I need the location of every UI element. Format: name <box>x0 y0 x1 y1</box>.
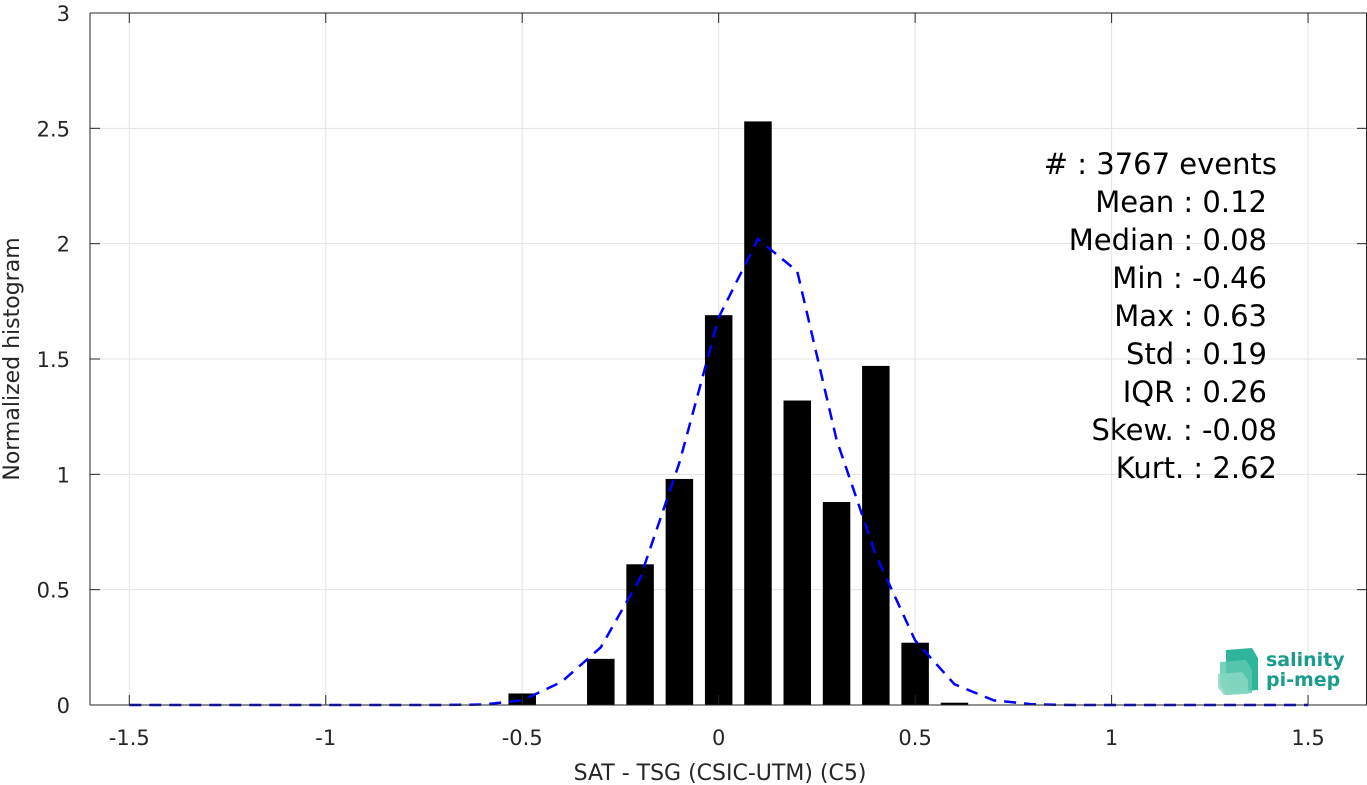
stats-min: Min : -0.46 <box>1112 261 1267 295</box>
histogram-bar <box>626 564 654 705</box>
salinity-pi-mep-logo: salinity pi-mep <box>1218 648 1345 695</box>
x-tick-label: 0.5 <box>898 726 931 750</box>
stats-box: # : 3767 events Mean : 0.12 Median : 0.0… <box>1044 147 1277 485</box>
stats-iqr: IQR : 0.26 <box>1123 375 1267 409</box>
histogram-bar <box>783 400 812 705</box>
stats-max: Max : 0.63 <box>1114 299 1267 333</box>
stats-skew: Skew. : -0.08 <box>1091 413 1277 447</box>
logo-line-2: pi-mep <box>1266 669 1340 691</box>
y-tick-label: 2 <box>57 233 70 257</box>
x-tick-label: -0.5 <box>502 726 543 750</box>
histogram-bar <box>940 702 969 705</box>
histogram-bar <box>822 502 851 705</box>
y-tick-label: 0 <box>57 694 70 718</box>
stats-kurt: Kurt. : 2.62 <box>1116 451 1277 485</box>
y-tick-label: 3 <box>57 2 70 26</box>
y-tick-label: 1.5 <box>37 348 70 372</box>
histogram-bar <box>704 315 733 705</box>
x-tick-label: 0 <box>712 726 725 750</box>
y-tick-label: 0.5 <box>37 579 70 603</box>
x-tick-label: 1 <box>1105 726 1118 750</box>
x-tick-label: -1.5 <box>109 726 150 750</box>
histogram-bar <box>665 478 694 705</box>
histogram-bar <box>744 121 772 705</box>
y-tick-label: 2.5 <box>37 117 70 141</box>
histogram-bar <box>901 642 929 705</box>
histogram-bar <box>587 658 615 705</box>
y-axis-title: Normalized histogram <box>0 237 25 480</box>
x-tick-label: -1 <box>315 726 336 750</box>
stats-mean: Mean : 0.12 <box>1095 185 1267 219</box>
stats-median: Median : 0.08 <box>1069 223 1267 257</box>
tick-labels: -1.5 -1 -0.5 0 0.5 1 1.5 0 0.5 1 1.5 2 2.5 3 <box>37 2 1325 750</box>
histogram-bar <box>862 365 890 705</box>
stats-events: # : 3767 events <box>1044 147 1277 181</box>
x-axis-title: SAT - TSG (CSIC-UTM) (C5) <box>574 761 867 785</box>
x-tick-label: 1.5 <box>1291 726 1324 750</box>
y-tick-label: 1 <box>57 463 70 487</box>
logo-line-1: salinity <box>1266 649 1345 671</box>
histogram-bars <box>508 121 969 705</box>
stats-std: Std : 0.19 <box>1126 337 1267 371</box>
logo-emblem-icon <box>1218 648 1258 695</box>
